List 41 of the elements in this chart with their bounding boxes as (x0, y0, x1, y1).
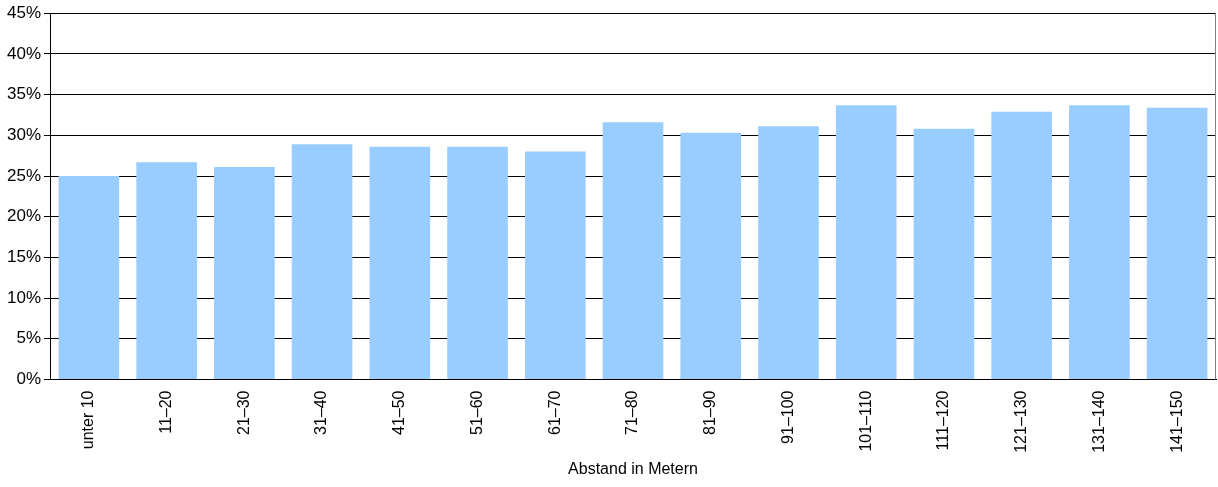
x-tick-label: 81–90 (701, 390, 719, 436)
bar (991, 111, 1052, 380)
bar (758, 126, 819, 380)
x-tick-label: 111–120 (934, 390, 952, 451)
x-tick-label: 61–70 (545, 390, 563, 436)
bar (447, 146, 508, 380)
x-tick-label: 131–140 (1089, 390, 1107, 453)
y-tick-label: 0% (16, 369, 42, 389)
y-tick-label: 30% (6, 124, 42, 144)
y-tick-label: 45% (6, 2, 42, 22)
bar (58, 176, 120, 380)
x-tick-label: 71–80 (623, 390, 641, 436)
x-tick-label: 141–150 (1167, 390, 1185, 453)
bar (602, 122, 664, 380)
x-tick-label: 21–30 (234, 390, 252, 436)
bar (1069, 105, 1130, 380)
x-tick-label: 11–20 (157, 390, 175, 434)
y-tick-label: 40% (6, 43, 42, 63)
bar (136, 162, 197, 380)
x-tick-label: 91–100 (778, 390, 796, 444)
bar (913, 128, 975, 380)
bar (680, 132, 742, 380)
x-axis-title: Abstand in Metern (568, 459, 698, 477)
y-tick-label: 20% (6, 206, 42, 226)
x-tick-label: 121–130 (1012, 390, 1030, 453)
y-tick-label: 5% (16, 328, 42, 348)
bar (214, 167, 275, 380)
bar (835, 105, 897, 380)
x-tick-label: 41–50 (390, 390, 408, 436)
x-tick-label: 101–110 (856, 390, 874, 452)
x-tick-label: 31–40 (312, 390, 330, 436)
y-tick-label: 25% (6, 165, 42, 185)
bar (291, 144, 353, 380)
y-tick-label: 10% (6, 287, 42, 307)
x-tick-label: 51–60 (467, 390, 485, 436)
y-tick-label: 15% (6, 247, 42, 267)
x-tick-label: unter 10 (79, 390, 97, 450)
y-tick-label: 35% (6, 84, 42, 104)
bar (1146, 107, 1208, 380)
bar (369, 146, 431, 380)
bar (524, 151, 586, 380)
